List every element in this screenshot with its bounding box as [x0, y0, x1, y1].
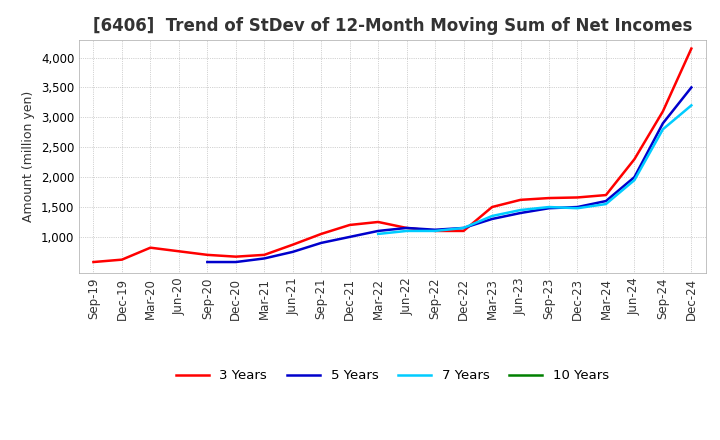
5 Years [630, 175, 639, 180]
3 Years [317, 231, 325, 237]
5 Years [289, 249, 297, 254]
3 Years [260, 252, 269, 257]
Title: [6406]  Trend of StDev of 12-Month Moving Sum of Net Incomes: [6406] Trend of StDev of 12-Month Moving… [93, 17, 692, 35]
5 Years [203, 260, 212, 265]
3 Years [573, 195, 582, 200]
3 Years [117, 257, 126, 262]
3 Years [516, 197, 525, 202]
5 Years [687, 85, 696, 90]
Line: 5 Years: 5 Years [207, 88, 691, 262]
7 Years [459, 225, 468, 231]
3 Years [174, 249, 183, 254]
3 Years [659, 109, 667, 114]
7 Years [659, 127, 667, 132]
7 Years [687, 103, 696, 108]
7 Years [402, 228, 411, 234]
5 Years [260, 256, 269, 261]
5 Years [317, 240, 325, 246]
3 Years [346, 222, 354, 227]
Legend: 3 Years, 5 Years, 7 Years, 10 Years: 3 Years, 5 Years, 7 Years, 10 Years [171, 364, 614, 388]
3 Years [487, 205, 496, 210]
7 Years [602, 202, 611, 207]
3 Years [232, 254, 240, 259]
5 Years [431, 227, 439, 232]
5 Years [573, 205, 582, 210]
Line: 7 Years: 7 Years [378, 105, 691, 234]
3 Years [687, 46, 696, 51]
3 Years [431, 228, 439, 234]
3 Years [402, 225, 411, 231]
5 Years [402, 225, 411, 231]
7 Years [487, 213, 496, 219]
3 Years [602, 192, 611, 198]
7 Years [374, 231, 382, 237]
7 Years [431, 228, 439, 234]
5 Years [659, 121, 667, 126]
5 Years [232, 260, 240, 265]
3 Years [89, 260, 98, 265]
5 Years [602, 198, 611, 204]
3 Years [289, 242, 297, 247]
5 Years [459, 225, 468, 231]
3 Years [374, 219, 382, 224]
5 Years [374, 228, 382, 234]
5 Years [346, 234, 354, 239]
7 Years [630, 177, 639, 183]
7 Years [545, 205, 554, 210]
3 Years [630, 157, 639, 162]
3 Years [146, 245, 155, 250]
5 Years [545, 205, 554, 211]
Y-axis label: Amount (million yen): Amount (million yen) [22, 91, 35, 222]
3 Years [545, 195, 554, 201]
5 Years [516, 210, 525, 216]
3 Years [459, 228, 468, 234]
3 Years [203, 252, 212, 257]
7 Years [516, 207, 525, 213]
Line: 3 Years: 3 Years [94, 48, 691, 262]
7 Years [573, 205, 582, 211]
5 Years [487, 216, 496, 222]
